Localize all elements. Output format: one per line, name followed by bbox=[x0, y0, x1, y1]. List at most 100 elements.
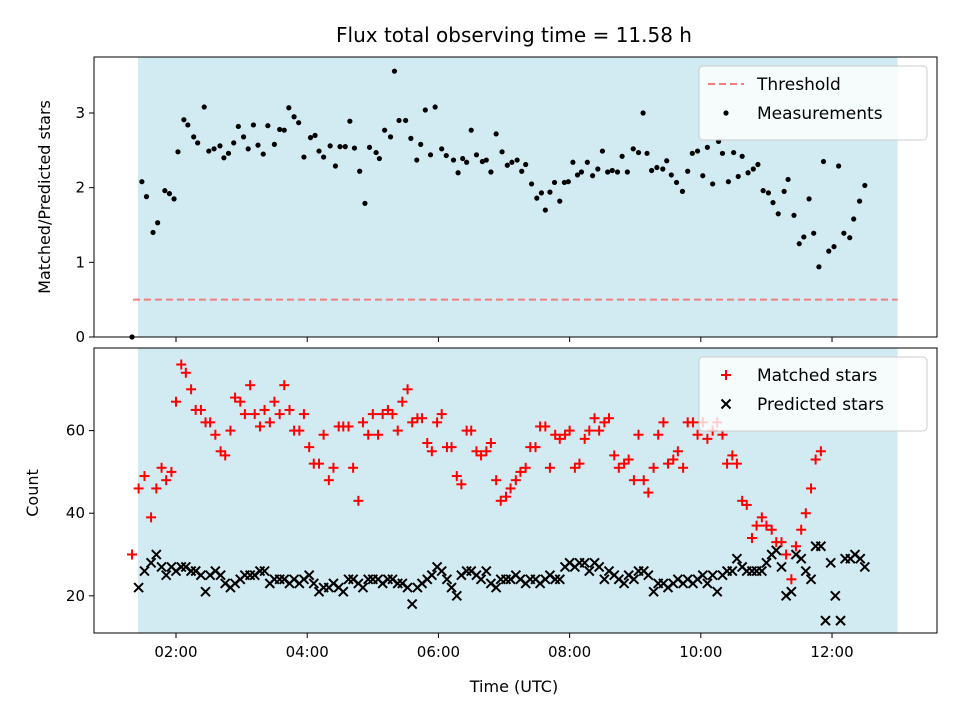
legend-swatch bbox=[720, 398, 732, 410]
data-point bbox=[741, 499, 752, 510]
data-point bbox=[481, 446, 492, 457]
data-point bbox=[239, 409, 250, 420]
data-point bbox=[796, 241, 802, 247]
data-point bbox=[584, 425, 595, 436]
data-point bbox=[765, 190, 772, 196]
data-point bbox=[664, 158, 670, 164]
data-point bbox=[347, 118, 353, 124]
data-point bbox=[707, 569, 718, 581]
data-point bbox=[613, 462, 624, 473]
data-point bbox=[185, 122, 191, 128]
data-point bbox=[338, 586, 349, 597]
data-point bbox=[722, 458, 733, 469]
y-tick-label: 40 bbox=[66, 504, 85, 522]
data-point bbox=[785, 176, 791, 183]
data-point bbox=[687, 417, 698, 428]
x-tick-label: 10:00 bbox=[679, 643, 722, 661]
data-point bbox=[801, 234, 807, 240]
data-point bbox=[271, 141, 278, 147]
data-point bbox=[259, 404, 270, 415]
data-point bbox=[327, 143, 333, 149]
data-point bbox=[702, 578, 713, 589]
data-point bbox=[554, 433, 565, 444]
data-point bbox=[181, 117, 187, 123]
data-point bbox=[826, 248, 832, 254]
data-point bbox=[633, 429, 644, 440]
data-point bbox=[156, 462, 167, 473]
data-point bbox=[139, 565, 150, 577]
bottom-axes-frame bbox=[93, 347, 938, 634]
y-tick-label: 2 bbox=[75, 179, 85, 197]
data-point bbox=[427, 152, 434, 158]
x-tick-label: 12:00 bbox=[810, 643, 853, 661]
data-point bbox=[235, 123, 241, 130]
data-point bbox=[554, 574, 565, 585]
data-point bbox=[648, 462, 659, 473]
data-point bbox=[301, 154, 307, 160]
data-point bbox=[540, 421, 551, 432]
data-point bbox=[408, 135, 414, 141]
data-point bbox=[296, 120, 302, 126]
data-point bbox=[195, 569, 207, 581]
data-point bbox=[180, 367, 191, 378]
data-point bbox=[599, 148, 606, 154]
data-point bbox=[510, 475, 521, 486]
data-point bbox=[534, 195, 540, 201]
data-point bbox=[630, 146, 636, 152]
data-point bbox=[649, 167, 655, 174]
data-point bbox=[750, 166, 756, 172]
data-point bbox=[727, 450, 738, 461]
data-point bbox=[161, 475, 172, 486]
data-point bbox=[491, 475, 502, 486]
data-point bbox=[766, 524, 777, 535]
data-point bbox=[483, 157, 489, 163]
data-point bbox=[574, 458, 585, 469]
data-point bbox=[460, 155, 466, 162]
data-point bbox=[761, 557, 772, 568]
data-point bbox=[578, 169, 585, 175]
data-point bbox=[191, 134, 197, 140]
data-point bbox=[735, 173, 741, 180]
data-point bbox=[523, 161, 529, 168]
data-point bbox=[166, 466, 177, 477]
data-point bbox=[731, 553, 743, 564]
data-point bbox=[260, 151, 266, 157]
data-point bbox=[805, 574, 817, 585]
series-matched-stars bbox=[127, 359, 826, 585]
legend-label: Predicted stars bbox=[757, 395, 884, 415]
data-point bbox=[700, 173, 706, 179]
data-point bbox=[439, 146, 445, 152]
data-point bbox=[286, 105, 292, 111]
data-point bbox=[584, 159, 590, 165]
top-legend: Threshold Measurements bbox=[698, 65, 928, 141]
data-point bbox=[725, 179, 731, 185]
legend-label: Measurements bbox=[757, 104, 883, 124]
data-point bbox=[436, 409, 447, 420]
data-point bbox=[565, 179, 571, 185]
x-tick-label: 08:00 bbox=[548, 643, 591, 661]
data-point bbox=[426, 446, 437, 457]
data-point bbox=[250, 122, 257, 128]
data-point bbox=[816, 264, 822, 270]
data-point bbox=[605, 169, 611, 175]
data-point bbox=[455, 170, 461, 176]
data-point bbox=[308, 578, 319, 589]
data-point bbox=[851, 216, 857, 222]
data-point bbox=[490, 582, 502, 593]
data-point bbox=[796, 524, 807, 535]
data-point bbox=[221, 155, 227, 161]
data-point bbox=[481, 565, 492, 577]
data-point bbox=[776, 537, 787, 548]
data-point bbox=[644, 150, 650, 156]
data-point bbox=[643, 487, 654, 498]
data-point bbox=[603, 413, 614, 424]
data-point bbox=[648, 586, 659, 597]
data-point bbox=[414, 157, 420, 163]
data-point bbox=[456, 479, 467, 490]
y-tick-label: 0 bbox=[75, 328, 85, 346]
data-point bbox=[249, 409, 260, 420]
data-point bbox=[609, 450, 620, 461]
data-point bbox=[422, 438, 433, 448]
data-point bbox=[367, 409, 378, 420]
data-point bbox=[277, 126, 283, 133]
